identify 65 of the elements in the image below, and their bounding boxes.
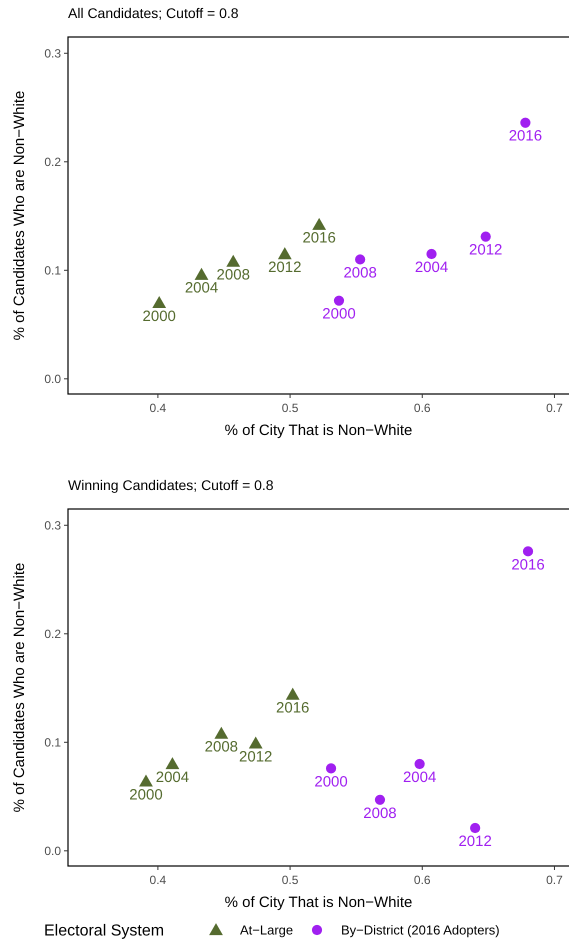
annotation: 2012 [469, 242, 502, 259]
point [278, 247, 292, 260]
x-axis-title: % of City That is Non−White [224, 422, 412, 439]
annotation: 2004 [402, 769, 436, 786]
y-axis-title: % of Candidates Who are Non−White [11, 562, 28, 812]
annotation: 2008 [216, 266, 250, 284]
annotation: 2000 [322, 306, 356, 323]
annotation: 2016 [302, 230, 336, 247]
y-tick-label: 0.2 [44, 154, 62, 169]
annotation: 2008 [363, 804, 397, 822]
point [374, 794, 386, 805]
point [139, 774, 153, 787]
chart-title: All Candidates; Cutoff = 0.8 [68, 5, 239, 21]
annotation: 2004 [184, 280, 218, 297]
x-tick-label: 0.7 [546, 401, 564, 415]
y-tick-label: 0.3 [44, 518, 62, 532]
point [520, 118, 530, 128]
point [194, 268, 208, 280]
annotation: 2000 [314, 773, 348, 790]
legend-title: Electoral System [44, 922, 164, 940]
y-tick-label: 0.2 [44, 626, 62, 641]
x-tick-label: 0.5 [282, 873, 299, 887]
x-tick-label: 0.4 [150, 401, 167, 415]
point [334, 296, 344, 306]
point [214, 726, 228, 739]
annotation: 2016 [276, 700, 310, 717]
annotation: 2008 [204, 738, 238, 756]
point [166, 757, 180, 770]
y-tick-label: 0.0 [44, 844, 62, 858]
y-tick-label: 0.0 [44, 372, 62, 386]
point [522, 546, 534, 556]
annotation: 2004 [414, 259, 448, 276]
annotation: 2004 [156, 769, 190, 786]
y-axis-title: % of Candidates Who are Non−White [11, 90, 28, 340]
x-tick-label: 0.4 [150, 873, 167, 887]
y-tick-label: 0.3 [44, 46, 62, 60]
legend-label: By−District (2016 Adopters) [341, 922, 500, 938]
annotation: 2012 [268, 259, 302, 276]
x-tick-label: 0.5 [282, 401, 299, 415]
point [248, 736, 263, 749]
annotation: 2000 [129, 786, 163, 804]
annotation: 2012 [239, 748, 272, 766]
point [480, 232, 491, 242]
point [326, 763, 336, 774]
point [226, 254, 240, 267]
legend-label: At−Large [240, 922, 294, 938]
x-tick-label: 0.6 [414, 401, 431, 415]
point [426, 248, 437, 260]
point [355, 254, 366, 265]
annotation: 2000 [142, 308, 176, 325]
x-tick-label: 0.7 [546, 873, 564, 887]
y-tick-label: 0.1 [44, 736, 62, 750]
annotation: 2016 [511, 556, 545, 574]
point [312, 218, 326, 230]
point [152, 296, 166, 308]
chart-title: Winning Candidates; Cutoff = 0.8 [68, 477, 274, 493]
annotation: 2008 [343, 264, 377, 282]
y-tick-label: 0.1 [44, 264, 62, 278]
annotation: 2016 [508, 128, 542, 145]
point [470, 822, 480, 834]
point [286, 688, 300, 700]
x-axis-title: % of City That is Non−White [224, 894, 412, 911]
x-tick-label: 0.6 [414, 873, 431, 887]
point [414, 758, 425, 770]
annotation: 2012 [458, 833, 492, 850]
